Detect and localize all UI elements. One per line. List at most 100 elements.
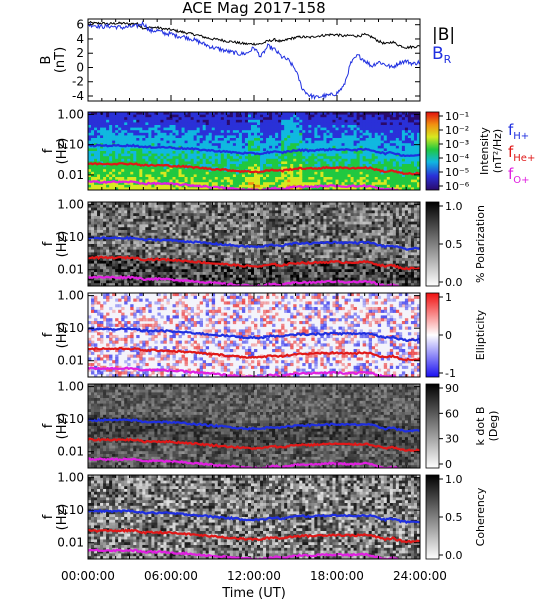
intensity-cell — [377, 117, 382, 121]
intensity-cell — [278, 174, 282, 178]
intensity-cell — [229, 127, 234, 131]
polarization-cell — [124, 272, 128, 276]
polarization-cell — [109, 244, 113, 248]
polarization-cell — [178, 274, 182, 278]
intensity-cell — [223, 132, 228, 136]
intensity-cell — [374, 119, 379, 123]
polarization-cell — [232, 213, 237, 217]
polarization-cell — [88, 266, 92, 270]
intensity-cell — [395, 114, 400, 118]
intensity-cell — [305, 151, 309, 154]
intensity-cell — [305, 187, 309, 190]
intensity-cell — [136, 171, 140, 175]
intensity-cell — [94, 119, 98, 123]
intensity-cell — [266, 179, 270, 183]
polarization-cell — [190, 235, 194, 239]
polarization-cell — [232, 232, 237, 236]
polarization-cell — [205, 224, 210, 228]
intensity-cell — [371, 164, 376, 167]
intensity-cell — [344, 177, 348, 180]
intensity-cell — [395, 140, 400, 144]
field-ytick-label: 6 — [76, 18, 84, 32]
polarization-cell — [172, 227, 176, 231]
intensity-cell — [145, 151, 149, 154]
polarization-cell — [100, 241, 104, 245]
intensity-cell — [374, 169, 379, 173]
intensity-cell — [359, 143, 363, 147]
intensity-cell — [136, 177, 140, 180]
intensity-cell — [226, 153, 231, 157]
intensity-cell — [187, 122, 191, 126]
intensity-cell — [121, 132, 125, 136]
intensity-cell — [383, 132, 388, 136]
intensity-cell — [220, 132, 225, 136]
polarization-cell — [229, 216, 234, 220]
intensity-cell — [392, 184, 397, 188]
polarization-cell — [202, 283, 207, 286]
polarization-cell — [229, 204, 234, 208]
intensity-cell — [266, 114, 270, 118]
polarization-cell — [166, 218, 170, 222]
figure-title: ACE Mag 2017-158 — [182, 0, 325, 17]
polarization-cell — [136, 252, 140, 256]
intensity-cell — [220, 156, 225, 160]
intensity-cell — [380, 184, 385, 188]
polarization-cell — [88, 249, 92, 253]
intensity-cell — [121, 114, 125, 118]
intensity-cell — [353, 114, 357, 118]
intensity-cell — [202, 138, 207, 141]
polarization-cell — [130, 249, 134, 253]
intensity-cell — [142, 171, 146, 175]
polarization-cell — [205, 269, 210, 273]
intensity-cell — [118, 169, 122, 173]
intensity-cell — [263, 140, 267, 144]
intensity-cell — [160, 148, 164, 152]
intensity-cell — [118, 184, 122, 188]
intensity-cell — [407, 132, 412, 136]
intensity-cell — [389, 138, 394, 141]
intensity-cell — [211, 143, 216, 147]
intensity-cell — [211, 130, 216, 134]
intensity-cell — [356, 119, 360, 123]
intensity-cell — [238, 122, 243, 126]
polarization-cell — [106, 202, 110, 206]
intensity-cell — [410, 140, 415, 144]
polarization-cell — [136, 221, 140, 225]
intensity-cell — [389, 158, 394, 162]
polarization-cell — [97, 232, 101, 236]
polarization-cell — [124, 210, 128, 214]
polarization-cell — [163, 227, 167, 231]
intensity-cell — [407, 151, 412, 154]
polarization-cell — [184, 216, 188, 220]
polarization-cell — [127, 224, 131, 228]
intensity-cell — [235, 127, 240, 131]
polarization-cell — [166, 260, 170, 264]
intensity-cell — [247, 114, 252, 118]
polarization-cell — [235, 277, 240, 281]
intensity-cell — [193, 114, 197, 118]
intensity-cell — [392, 143, 397, 147]
intensity-cell — [160, 135, 164, 139]
intensity-cell — [311, 127, 315, 131]
polarization-cell — [97, 263, 101, 267]
intensity-cell — [193, 153, 197, 157]
intensity-cell — [362, 164, 366, 167]
intensity-cell — [368, 151, 373, 154]
intensity-cell — [299, 114, 303, 118]
polarization-cell — [88, 218, 92, 222]
intensity-cell — [317, 156, 321, 160]
intensity-cell — [205, 114, 210, 118]
polarization-cell — [205, 210, 210, 214]
intensity-cell — [241, 138, 246, 141]
intensity-cell — [368, 112, 373, 115]
polarization-cell — [163, 224, 167, 228]
polarization-cell — [157, 224, 161, 228]
polarization-cell — [199, 252, 203, 256]
polarization-cell — [160, 218, 164, 222]
intensity-cell — [121, 187, 125, 190]
intensity-cell — [226, 122, 231, 126]
intensity-cell — [226, 135, 231, 139]
intensity-cell — [362, 119, 366, 123]
polarization-cell — [151, 213, 155, 217]
intensity-cell — [151, 187, 155, 190]
